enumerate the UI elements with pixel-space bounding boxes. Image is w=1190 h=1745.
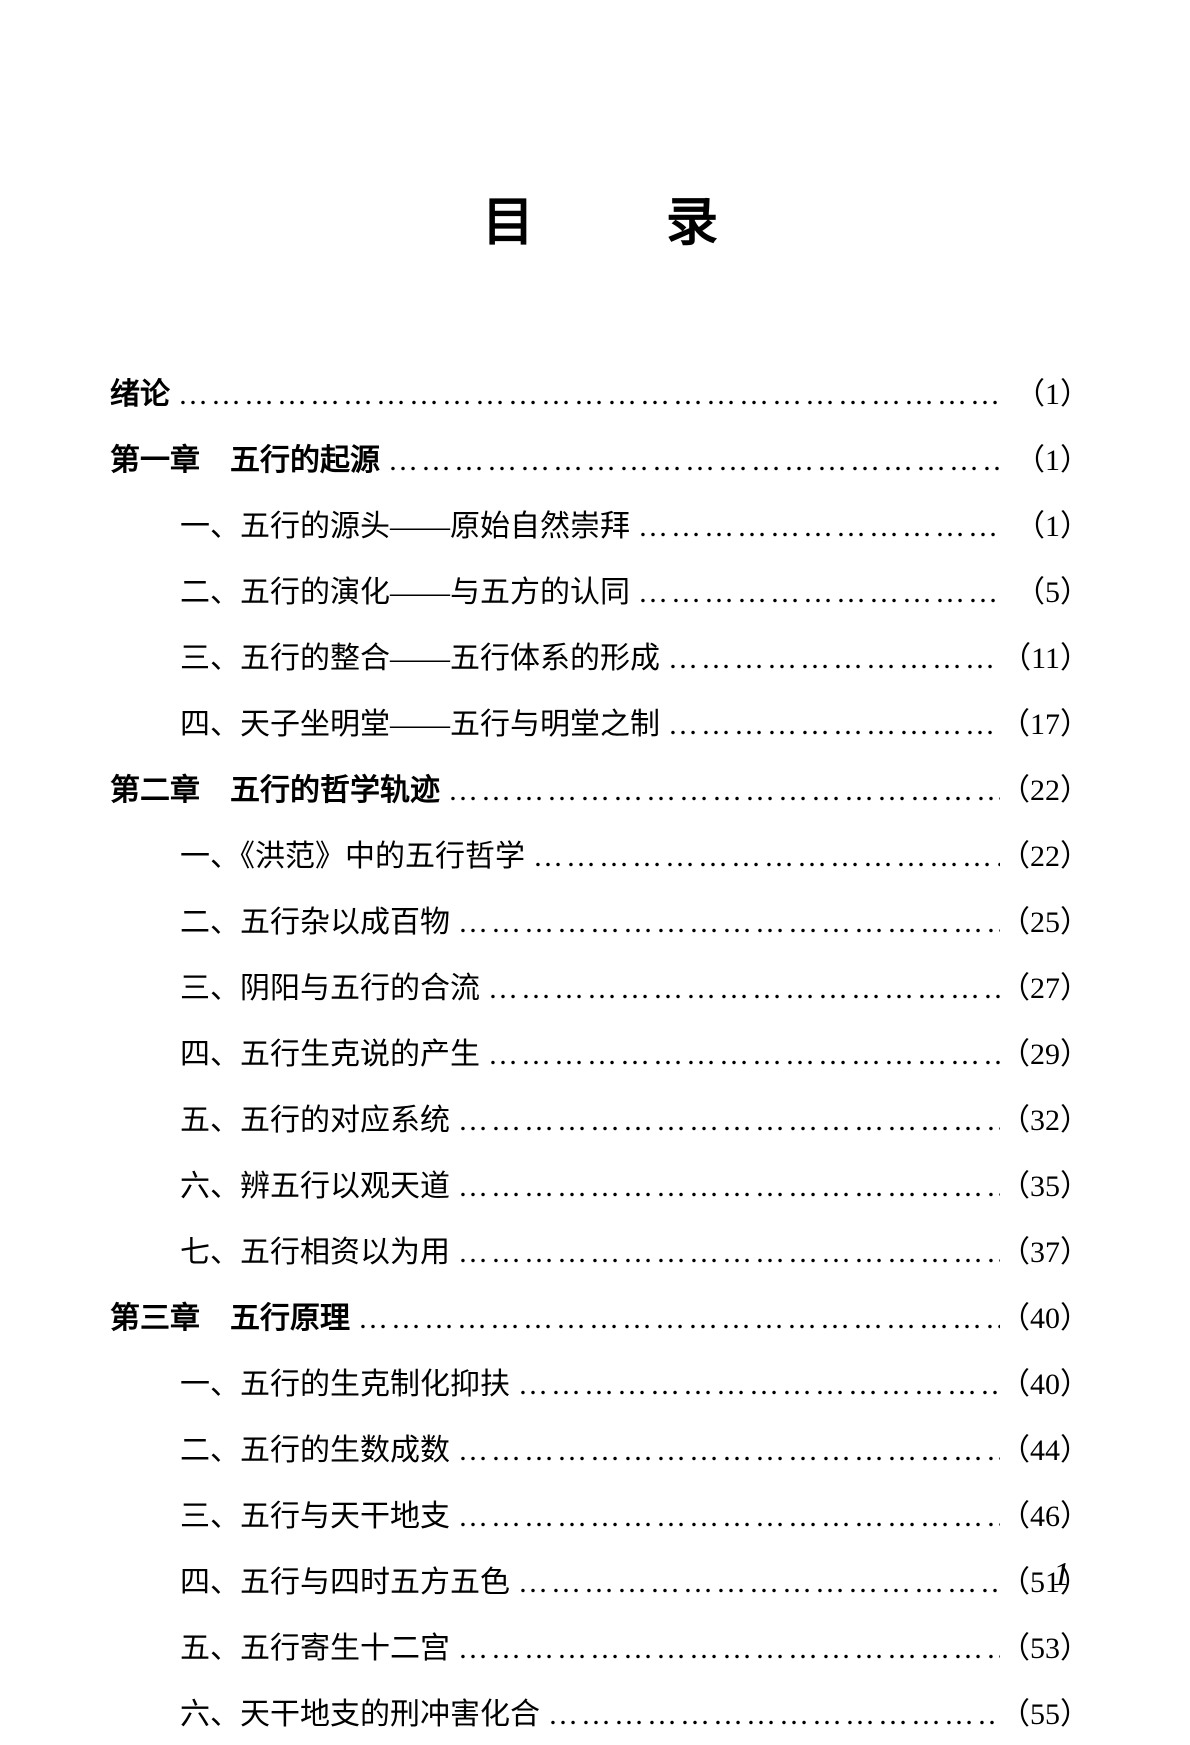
toc-entry: 六、辨五行以观天道 （35） (110, 1157, 1090, 1217)
toc-entry-label: 五、五行寄生十二宫 (110, 1619, 450, 1679)
toc-entry: 六、天干地支的刑冲害化合 （55） (110, 1685, 1090, 1745)
toc-entry-label: 二、五行杂以成百物 (110, 893, 450, 953)
toc-leader-dots (350, 1289, 1000, 1349)
toc-entry-page: （1） (1000, 497, 1090, 557)
toc-entry: 三、五行与天干地支 （46） (110, 1487, 1090, 1547)
toc-leader-dots (630, 563, 1000, 623)
toc-leader-dots (380, 431, 1000, 491)
toc-entry-page: （44） (1000, 1421, 1090, 1481)
toc-entry-label: 第一章 五行的起源 (110, 431, 380, 491)
toc-leader-dots (450, 1421, 1000, 1481)
toc-entry-label: 一、《洪范》中的五行哲学 (110, 827, 525, 887)
toc-leader-dots (510, 1553, 1000, 1613)
toc-entry-label: 五、五行的对应系统 (110, 1091, 450, 1151)
toc-entry-page: （37） (1000, 1223, 1090, 1283)
page-title: 目 录 (110, 180, 1090, 255)
toc-entry-label: 四、五行生克说的产生 (110, 1025, 480, 1085)
toc-entry-label: 三、五行的整合——五行体系的形成 (110, 629, 660, 689)
toc-entry: 三、阴阳与五行的合流 （27） (110, 959, 1090, 1019)
toc-entry: 第二章 五行的哲学轨迹 （22） (110, 761, 1090, 821)
toc-entry-label: 绪论 (110, 365, 170, 425)
toc-leader-dots (540, 1685, 1000, 1745)
toc-entry-label: 四、天子坐明堂——五行与明堂之制 (110, 695, 660, 755)
toc-entry-page: （22） (1000, 761, 1090, 821)
toc-entry-label: 第三章 五行原理 (110, 1289, 350, 1349)
toc-leader-dots (450, 1091, 1000, 1151)
toc-entry-page: （53） (1000, 1619, 1090, 1679)
toc-entry-label: 一、五行的生克制化抑扶 (110, 1355, 510, 1415)
toc-entry-page: （29） (1000, 1025, 1090, 1085)
toc-leader-dots (450, 1487, 1000, 1547)
toc-entry-label: 七、五行相资以为用 (110, 1223, 450, 1283)
toc-entry-page: （22） (1000, 827, 1090, 887)
toc-leader-dots (450, 1619, 1000, 1679)
toc-entry-page: （46） (1000, 1487, 1090, 1547)
toc-leader-dots (630, 497, 1000, 557)
toc-entry: 第一章 五行的起源 （1） (110, 431, 1090, 491)
toc-entry-label: 三、五行与天干地支 (110, 1487, 450, 1547)
toc-entry: 二、五行杂以成百物 （25） (110, 893, 1090, 953)
page-number: 1 (1053, 1556, 1070, 1594)
toc-leader-dots (660, 695, 1000, 755)
toc-leader-dots (450, 1157, 1000, 1217)
toc-entry-page: （27） (1000, 959, 1090, 1019)
toc-leader-dots (170, 365, 1000, 425)
toc-entry-page: （51） (1000, 1553, 1090, 1613)
table-of-contents: 绪论（1）第一章 五行的起源（1）一、五行的源头——原始自然崇拜（1）二、五行的… (110, 365, 1090, 1745)
toc-entry-page: （55） (1000, 1685, 1090, 1745)
toc-entry: 二、五行的演化——与五方的认同 （5） (110, 563, 1090, 623)
toc-entry-label: 六、天干地支的刑冲害化合 (110, 1685, 540, 1745)
toc-entry: 五、五行的对应系统 （32） (110, 1091, 1090, 1151)
toc-leader-dots (440, 761, 1000, 821)
toc-entry-label: 一、五行的源头——原始自然崇拜 (110, 497, 630, 557)
toc-entry: 一、五行的生克制化抑扶 （40） (110, 1355, 1090, 1415)
toc-leader-dots (450, 1223, 1000, 1283)
toc-entry: 一、《洪范》中的五行哲学 （22） (110, 827, 1090, 887)
toc-leader-dots (480, 959, 1000, 1019)
toc-entry: 七、五行相资以为用 （37） (110, 1223, 1090, 1283)
toc-entry: 五、五行寄生十二宫 （53） (110, 1619, 1090, 1679)
toc-entry-label: 四、五行与四时五方五色 (110, 1553, 510, 1613)
toc-entry: 绪论 （1） (110, 365, 1090, 425)
toc-entry-page: （40） (1000, 1289, 1090, 1349)
toc-leader-dots (660, 629, 1000, 689)
toc-leader-dots (480, 1025, 1000, 1085)
toc-entry: 四、天子坐明堂——五行与明堂之制 （17） (110, 695, 1090, 755)
toc-entry-page: （1） (1000, 365, 1090, 425)
toc-entry: 三、五行的整合——五行体系的形成 （11） (110, 629, 1090, 689)
toc-leader-dots (450, 893, 1000, 953)
toc-entry-page: （32） (1000, 1091, 1090, 1151)
toc-entry-label: 六、辨五行以观天道 (110, 1157, 450, 1217)
toc-entry: 第三章 五行原理 （40） (110, 1289, 1090, 1349)
toc-entry-label: 第二章 五行的哲学轨迹 (110, 761, 440, 821)
toc-entry: 四、五行生克说的产生 （29） (110, 1025, 1090, 1085)
toc-entry-page: （11） (1000, 629, 1090, 689)
toc-leader-dots (510, 1355, 1000, 1415)
toc-entry-label: 三、阴阳与五行的合流 (110, 959, 480, 1019)
toc-entry-label: 二、五行的演化——与五方的认同 (110, 563, 630, 623)
toc-entry: 四、五行与四时五方五色 （51） (110, 1553, 1090, 1613)
toc-entry-page: （5） (1000, 563, 1090, 623)
toc-entry-page: （1） (1000, 431, 1090, 491)
toc-entry-page: （17） (1000, 695, 1090, 755)
toc-entry-page: （35） (1000, 1157, 1090, 1217)
toc-entry-page: （25） (1000, 893, 1090, 953)
toc-entry-page: （40） (1000, 1355, 1090, 1415)
toc-entry: 二、五行的生数成数 （44） (110, 1421, 1090, 1481)
toc-entry: 一、五行的源头——原始自然崇拜 （1） (110, 497, 1090, 557)
toc-entry-label: 二、五行的生数成数 (110, 1421, 450, 1481)
toc-leader-dots (525, 827, 1000, 887)
